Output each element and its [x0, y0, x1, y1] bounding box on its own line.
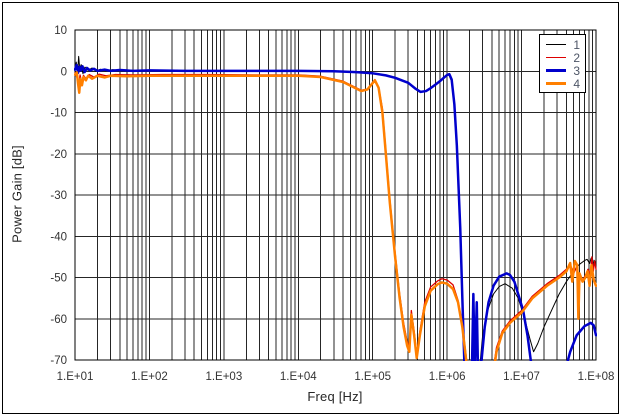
x-tick-label: 1.E+01 — [57, 371, 94, 383]
y-tick-label: -70 — [50, 355, 67, 367]
series-line-4 — [74, 71, 597, 361]
legend-label: 2 — [573, 50, 580, 65]
y-tick-label: 0 — [61, 66, 67, 78]
x-tick-label: 1.E+05 — [354, 371, 391, 383]
x-tick-label: 1.E+04 — [280, 371, 317, 383]
x-tick-label: 1.E+07 — [503, 371, 540, 383]
legend-entry-2: 2 — [540, 51, 585, 64]
x-axis-title: Freq [Hz] — [307, 389, 363, 404]
x-tick-label: 1.E+02 — [131, 371, 168, 383]
legend-label: 1 — [573, 37, 580, 52]
legend-line-sample — [546, 57, 566, 58]
legend-label: 4 — [573, 76, 580, 91]
y-axis-title: Power Gain [dB] — [9, 145, 25, 243]
x-tick-label: 1.E+03 — [205, 371, 242, 383]
y-tick-label: 10 — [54, 25, 67, 37]
legend-entry-4: 4 — [540, 77, 585, 90]
x-tick-label: 1.E+08 — [578, 371, 615, 383]
y-tick-label: -30 — [50, 190, 67, 202]
legend-line-sample — [546, 44, 566, 45]
legend-entry-3: 3 — [540, 64, 585, 77]
series-line-3 — [74, 63, 597, 361]
y-tick-label: -60 — [50, 314, 67, 326]
y-tick-label: -40 — [50, 231, 67, 243]
legend-label: 3 — [573, 63, 580, 78]
legend-entry-1: 1 — [540, 38, 585, 51]
legend-line-sample — [546, 82, 566, 85]
y-tick-label: -50 — [50, 273, 67, 285]
y-tick-label: -10 — [50, 108, 67, 120]
legend-line-sample — [546, 69, 566, 72]
y-tick-label: -20 — [50, 149, 67, 161]
plot-frame — [74, 29, 597, 361]
x-tick-label: 1.E+06 — [429, 371, 466, 383]
